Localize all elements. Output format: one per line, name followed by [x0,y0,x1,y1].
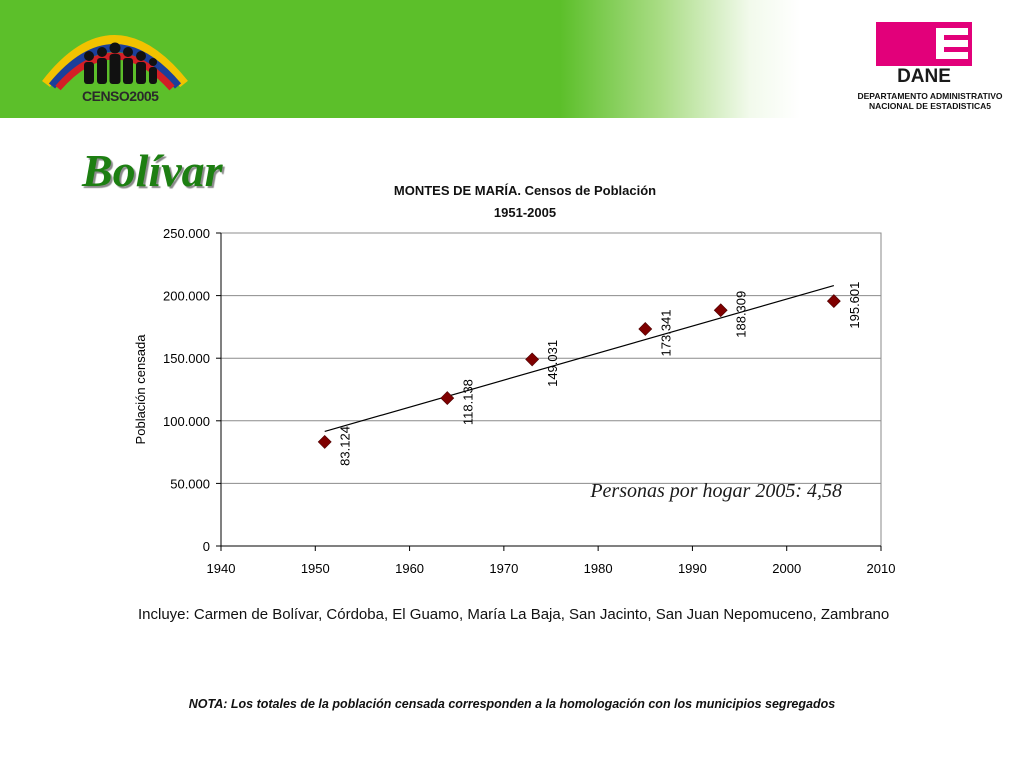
y-tick-label: 0 [203,539,210,554]
data-point [826,294,841,309]
dane-logo: DANE [876,22,972,86]
x-tick-label: 2010 [867,561,896,576]
slide-title: Bolívar [82,145,223,196]
chart-title-line1: MONTES DE MARÍA. Censos de Población [393,183,657,198]
y-tick-label: 150.000 [163,351,210,366]
dane-subtitle-line1: DEPARTAMENTO ADMINISTRATIVO [857,91,1003,101]
data-label: 83.124 [338,426,353,466]
data-label: 173.341 [658,309,673,356]
trendline [324,285,835,433]
x-tick-label: 2000 [772,561,801,576]
data-point [525,352,540,367]
dane-logo-text: DANE [897,66,951,86]
data-point [713,303,728,318]
x-tick-label: 1950 [301,561,330,576]
y-tick-label: 100.000 [163,414,210,429]
data-point [317,435,332,449]
chart-title: MONTES DE MARÍA. Censos de Población 195… [300,180,750,224]
x-tick-label: 1960 [395,561,424,576]
y-tick-label: 200.000 [163,289,210,304]
included-municipalities: Incluye: Carmen de Bolívar, Córdoba, El … [138,606,890,623]
data-label: 118.138 [460,379,475,425]
x-tick-label: 1970 [489,561,518,576]
y-axis-label: Población censada [133,334,148,445]
footnote: NOTA: Los totales de la población censad… [188,697,836,711]
header-banner: CENSO2005 DANE DEPARTAMENTO ADMINISTRATI… [0,0,1024,118]
data-point [440,391,455,406]
data-label: 149.031 [545,340,560,387]
data-label: 188.309 [734,291,749,338]
x-tick-label: 1940 [207,561,236,576]
dane-subtitle: DEPARTAMENTO ADMINISTRATIVO NACIONAL DE … [845,91,1015,111]
y-tick-label: 250.000 [163,226,210,241]
dane-subtitle-line2: NACIONAL DE ESTADISTICA5 [868,101,991,111]
persons-per-household-annotation: Personas por hogar 2005: 4,58 [589,480,842,502]
population-chart: 0 50.000 100.000 150.000 200.000 250.000 1940 1… [133,226,896,576]
y-tick-label: 50.000 [170,476,210,491]
censo-2005-logo [42,35,188,91]
x-tick-label: 1990 [678,561,707,576]
censo-logo-text: CENSO2005 [82,88,159,104]
data-point [638,322,653,336]
chart-title-line2: 1951-2005 [493,205,557,220]
x-tick-label: 1980 [584,561,613,576]
data-label: 195.601 [847,282,862,329]
